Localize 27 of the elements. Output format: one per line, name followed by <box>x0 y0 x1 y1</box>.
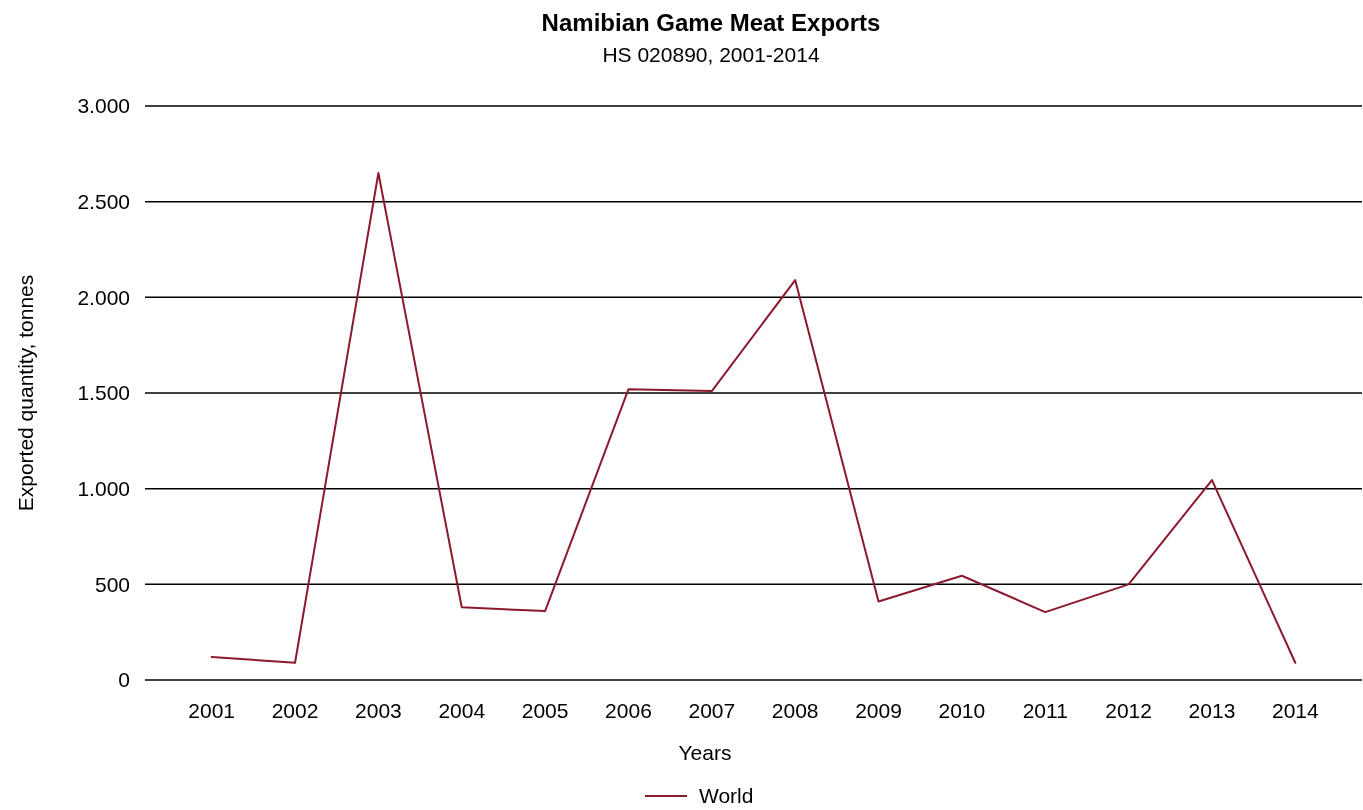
x-tick-label: 2006 <box>605 699 652 722</box>
x-tick-label: 2012 <box>1105 699 1152 722</box>
y-tick-label: 2.000 <box>77 285 130 309</box>
y-tick-label: 500 <box>94 572 130 596</box>
y-tick-label: 1.000 <box>77 477 130 501</box>
y-tick-label: 0 <box>118 668 130 692</box>
line-series <box>210 171 1297 664</box>
chart-subtitle: HS 020890, 2001-2014 <box>602 43 820 66</box>
y-tick-label: 1.500 <box>77 381 130 405</box>
x-axis-title: Years <box>678 741 732 764</box>
y-tick-label: 3.000 <box>77 94 130 118</box>
x-tick-label: 2010 <box>938 699 986 722</box>
legend-label: World <box>699 784 754 808</box>
x-tick-label: 2003 <box>355 699 402 722</box>
x-tick-label: 2007 <box>688 699 736 722</box>
x-tick-label: 2002 <box>271 699 319 722</box>
y-tick-label: 2.500 <box>77 190 130 214</box>
x-tick-label: 2014 <box>1271 699 1319 722</box>
x-tick-label: 2009 <box>855 699 902 722</box>
x-tick-label: 2001 <box>188 699 236 722</box>
x-tick-label: 2005 <box>521 699 569 722</box>
y-axis-title: Exported quantity, tonnes <box>14 274 37 512</box>
x-tick-label: 2013 <box>1188 699 1236 722</box>
x-tick-label: 2008 <box>771 699 819 722</box>
x-tick-label: 2004 <box>438 699 486 722</box>
chart-title: Namibian Game Meat Exports <box>541 9 881 36</box>
x-tick-label: 2011 <box>1022 699 1068 722</box>
